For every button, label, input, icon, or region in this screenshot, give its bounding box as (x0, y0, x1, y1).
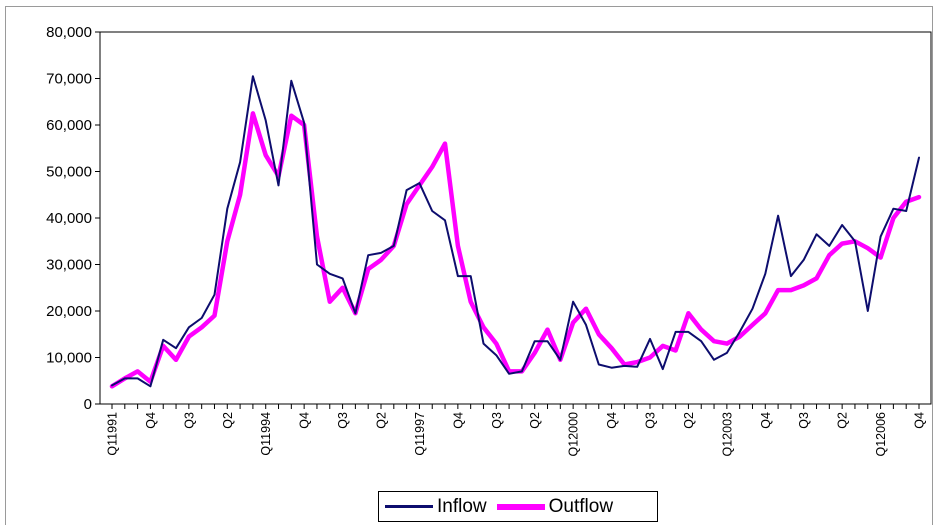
x-tick-label: Q4 (451, 412, 465, 429)
legend-swatch-outflow (496, 503, 545, 510)
x-tick-label: Q2 (221, 412, 235, 429)
x-tick-label: Q4 (144, 412, 158, 429)
y-tick-label: 10,000 (46, 350, 92, 367)
x-tick-label: Q12003 (720, 412, 734, 457)
y-tick-label: 50,000 (46, 164, 92, 181)
x-tick-label: Q11997 (413, 412, 427, 456)
chart-frame (5, 6, 933, 525)
x-tick-label: Q3 (336, 412, 350, 429)
x-tick-label: Q11994 (259, 412, 273, 456)
x-tick-label: Q12000 (567, 412, 581, 457)
y-tick-label: 80,000 (46, 24, 92, 41)
y-axis: 0 10,000 20,000 30,000 40,000 50,000 60,000 70,… (46, 24, 100, 413)
x-tick-label: Q3 (797, 412, 811, 429)
x-tick-label: Q3 (490, 412, 504, 429)
y-tick-label: 60,000 (46, 117, 92, 134)
series-line-inflow (111, 75, 920, 388)
x-tick-label: Q3 (644, 412, 658, 429)
x-tick-label: Q4 (605, 412, 619, 429)
x-tick-label: Q4 (298, 412, 312, 429)
legend-item-outflow: Outflow (496, 492, 614, 521)
y-tick-label: 40,000 (46, 210, 92, 227)
series-lines (109, 75, 922, 389)
x-tick-label: Q3 (182, 412, 196, 429)
y-tick-label: 0 (84, 396, 92, 413)
x-tick-label: Q2 (528, 412, 542, 429)
legend: Inflow Outflow (378, 491, 658, 522)
y-tick-label: 30,000 (46, 257, 92, 274)
x-tick-label: Q4 (759, 412, 773, 429)
legend-item-inflow: Inflow (385, 492, 487, 521)
y-tick-label: 20,000 (46, 303, 92, 320)
x-tick-label: Q12006 (874, 412, 888, 457)
x-tick-label: Q4 (913, 412, 927, 429)
legend-label-inflow: Inflow (437, 495, 487, 517)
x-tick-label: Q2 (682, 412, 696, 429)
legend-label-outflow: Outflow (548, 495, 614, 517)
x-tick-label: Q11991 (106, 412, 120, 456)
plot-area-border (99, 31, 932, 405)
legend-swatch-inflow (385, 505, 433, 508)
y-tick-label: 70,000 (46, 71, 92, 88)
x-axis: Q11991 Q4 Q3 Q2 Q11994 Q4 Q3 Q2 Q11997 Q4 Q3 Q2 Q120… (106, 404, 927, 456)
x-tick-label: Q2 (836, 412, 850, 429)
x-tick-label: Q2 (375, 412, 389, 429)
series-line-outflow (109, 111, 922, 389)
